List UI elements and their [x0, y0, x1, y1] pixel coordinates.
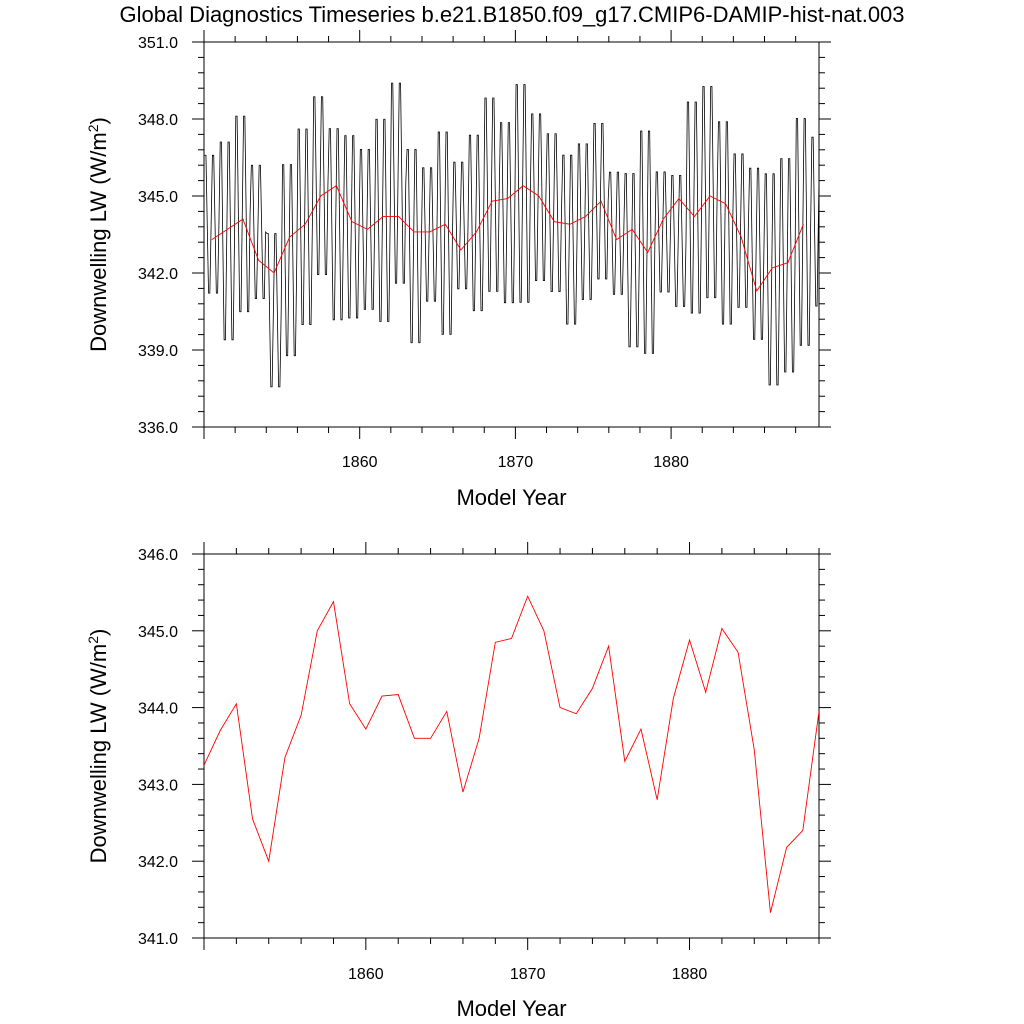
- chart1-annual-mean-series-line: [211, 185, 804, 293]
- chart1-x-axis-title: Model Year: [456, 485, 566, 510]
- chart1-x-tick-label: 1880: [653, 454, 689, 471]
- chart1-y-tick-label: 345.0: [138, 189, 178, 206]
- chart2-x-tick-label: 1870: [510, 966, 546, 983]
- chart1-y-tick-label: 339.0: [138, 343, 178, 360]
- chart2-y-tick-label: 345.0: [138, 624, 178, 641]
- chart1-y-axis-title: Downwelling LW (W/m2): [85, 117, 111, 352]
- chart1-x-tick-label: 1870: [498, 454, 534, 471]
- chart1-y-tick-label: 348.0: [138, 112, 178, 129]
- chart1-x-tick-label: 1860: [342, 454, 378, 471]
- page-title: Global Diagnostics Timeseries b.e21.B185…: [119, 2, 905, 27]
- chart2-plot-frame: [203, 553, 820, 939]
- chart2-y-axis-title: Downwelling LW (W/m2): [85, 629, 111, 864]
- chart1-y-tick-label: 336.0: [138, 420, 178, 437]
- chart2-x-axis-title: Model Year: [456, 996, 566, 1021]
- chart1-plot-frame: [203, 41, 820, 428]
- chart2-y-tick-label: 346.0: [138, 547, 178, 564]
- chart2-annual-mean-series-line: [204, 595, 819, 913]
- chart2-x-tick-label: 1860: [348, 966, 384, 983]
- chart1-y-tick-label: 342.0: [138, 266, 178, 283]
- chart2-x-tick-label: 1880: [672, 966, 708, 983]
- chart1-monthly-series-line: [204, 82, 819, 388]
- chart2-y-tick-label: 341.0: [138, 931, 178, 948]
- chart2-y-tick-label: 344.0: [138, 701, 178, 718]
- chart2-y-tick-label: 343.0: [138, 777, 178, 794]
- chart1-y-tick-label: 351.0: [138, 35, 178, 52]
- chart2-y-tick-label: 342.0: [138, 854, 178, 871]
